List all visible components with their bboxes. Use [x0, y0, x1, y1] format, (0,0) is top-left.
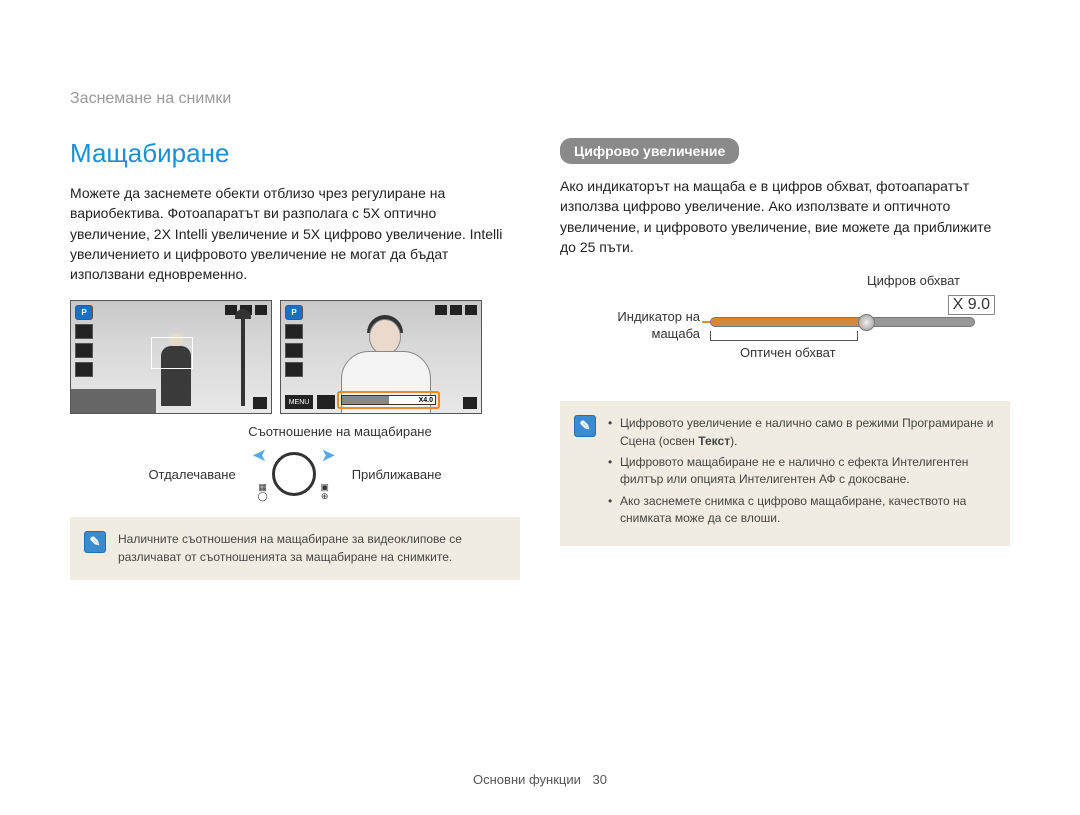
page-footer: Основни функции 30 — [0, 772, 1080, 787]
zoom-scale-optical-fill — [711, 318, 858, 326]
info-note-list: Цифровото увеличение е налично само в ре… — [608, 415, 996, 531]
digital-range-label: Цифров обхват — [867, 273, 960, 288]
info-note-box: ✎ Цифровото увеличение е налично само в … — [560, 401, 1010, 545]
lamp-illustration — [235, 309, 251, 319]
zoom-value-display: X 9.0 — [948, 295, 995, 315]
zoom-ring-icon — [272, 452, 316, 496]
scale-indicator-label: Индикатор на мащаба — [590, 309, 700, 343]
page-number: 30 — [593, 772, 607, 787]
lcd-preview-zoomed: P MENU — [280, 300, 482, 414]
card-icon — [255, 305, 267, 315]
card-icon — [465, 305, 477, 315]
section-title: Мащабиране — [70, 138, 520, 169]
info-note-icon: ✎ — [574, 415, 596, 437]
footer-section: Основни функции — [473, 772, 581, 787]
arrow-left-icon: ➤ — [252, 445, 267, 466]
lcd-preview-wide: P MENU — [70, 300, 272, 414]
zoom-bar: X4.0 — [341, 395, 436, 405]
mode-p-icon: P — [75, 305, 93, 320]
zoom-scale-bar — [710, 317, 975, 327]
optical-range-label: Оптичен обхват — [740, 345, 836, 360]
right-column: Цифрово увеличение Ако индикаторът на ма… — [560, 138, 1010, 775]
zoom-bar-value: X4.0 — [419, 397, 433, 404]
menu-button-icon: MENU — [285, 395, 313, 409]
flash-icon — [253, 397, 267, 409]
tele-icon: ▣⊕ — [318, 483, 332, 501]
zoom-in-label: Приближаване — [352, 467, 442, 482]
digital-zoom-pill: Цифрово увеличение — [560, 138, 739, 164]
lcd-icon — [285, 324, 303, 339]
flash-icon — [463, 397, 477, 409]
arrow-right-icon: ➤ — [321, 445, 336, 466]
info-note-item: Цифровото увеличение е налично само в ре… — [608, 415, 996, 450]
counter-icon — [435, 305, 447, 315]
info-note-item: Ако заснемете снимка с цифрово мащабиран… — [608, 493, 996, 528]
digital-zoom-paragraph: Ако индикаторът на мащаба е в цифров обх… — [560, 176, 1010, 257]
lcd-icon — [317, 395, 335, 409]
left-column: Мащабиране Можете да заснемете обекти от… — [70, 138, 520, 775]
zoom-out-label: Отдалечаване — [148, 467, 235, 482]
intro-paragraph: Можете да заснемете обекти отблизо чрез … — [70, 183, 520, 284]
zoom-scale-diagram: Цифров обхват X 9.0 Индикатор на мащаба … — [560, 273, 1010, 383]
person-illustration — [369, 319, 401, 355]
lcd-icon — [75, 324, 93, 339]
lamp-illustration — [241, 311, 245, 406]
focus-box-icon — [151, 337, 193, 369]
info-note-icon: ✎ — [84, 531, 106, 553]
battery-icon — [450, 305, 462, 315]
info-note-box: ✎ Наличните съотношения на мащабиране за… — [70, 517, 520, 580]
optical-bracket — [710, 331, 858, 341]
lcd-icon — [75, 343, 93, 358]
lcd-icon — [285, 343, 303, 358]
zoom-scale-thumb — [858, 314, 875, 331]
zoom-ratio-label: Съотношение на мащабиране — [70, 424, 520, 439]
mode-p-icon: P — [285, 305, 303, 320]
info-note-item: Цифровото мащабиране не е налично с ефек… — [608, 454, 996, 489]
zoom-ring-diagram: Отдалечаване ➤ ➤ ▦◯ ▣⊕ Приближаване — [70, 449, 520, 499]
wide-icon: ▦◯ — [256, 483, 270, 501]
lcd-icon — [285, 362, 303, 377]
breadcrumb-header: Заснемане на снимки — [70, 90, 1010, 108]
lcd-preview-row: P MENU — [70, 300, 520, 414]
city-silhouette — [71, 373, 156, 413]
info-note-text: Наличните съотношения на мащабиране за в… — [118, 531, 506, 566]
